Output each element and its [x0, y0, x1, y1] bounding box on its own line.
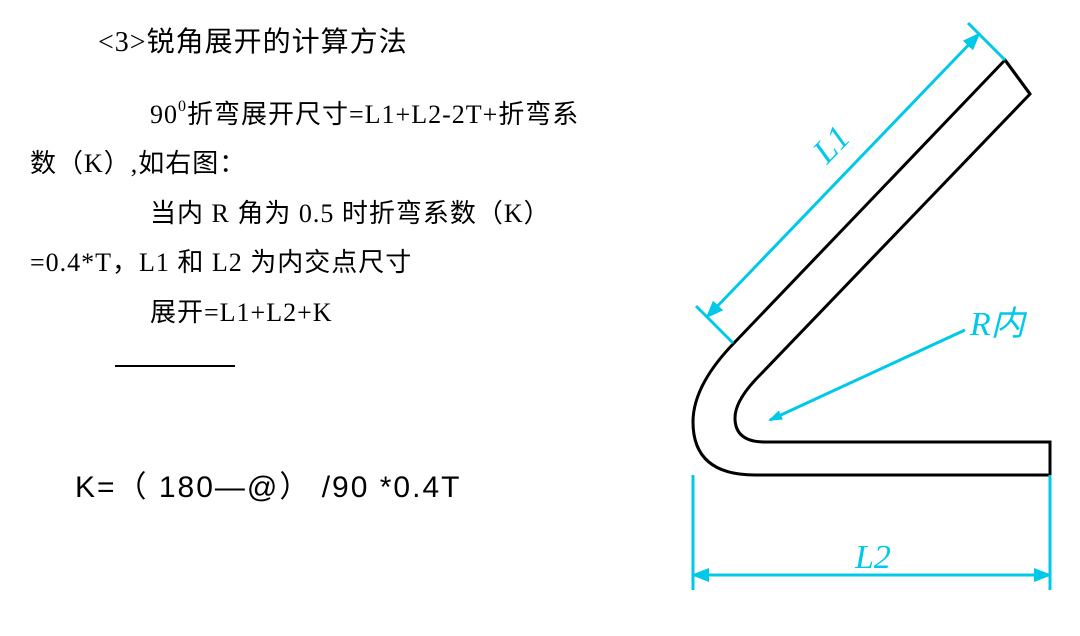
body-line-2: 数（K）,如右图：	[30, 139, 600, 188]
l1-dim-line	[707, 34, 979, 317]
body-line-3: 当内 R 角为 0.5 时折弯系数（K）	[150, 189, 600, 238]
text-content: <3>锐角展开的计算方法 900折弯展开尺寸=L1+L2-2T+折弯系 数（K）…	[0, 0, 600, 506]
k-formula: K=（ 180—@） /90 *0.4T	[75, 462, 600, 506]
l1-label: L1	[805, 119, 857, 171]
section-title: <3>锐角展开的计算方法	[98, 20, 600, 60]
l1-ext-bottom	[696, 306, 733, 343]
r-label: R内	[969, 306, 1028, 343]
body-line-5: 展开=L1+L2+K	[150, 288, 600, 337]
bend-diagram: L1 L2 R内	[595, 20, 1075, 620]
l2-label: L2	[854, 539, 891, 576]
body-line-4: =0.4*T，L1 和 L2 为内交点尺寸	[30, 238, 600, 287]
line1-pre: 90	[150, 100, 178, 129]
underline-divider	[115, 365, 235, 367]
body-line-1: 900折弯展开尺寸=L1+L2-2T+折弯系	[150, 90, 600, 139]
diagram-svg: L1 L2 R内	[595, 20, 1075, 620]
sheet-outer-outline	[693, 60, 1050, 475]
top-end-cap	[1005, 60, 1030, 94]
r-arrow	[770, 330, 965, 420]
line1-post: 折弯展开尺寸=L1+L2-2T+折弯系	[187, 100, 579, 129]
line1-degree: 0	[178, 98, 187, 115]
